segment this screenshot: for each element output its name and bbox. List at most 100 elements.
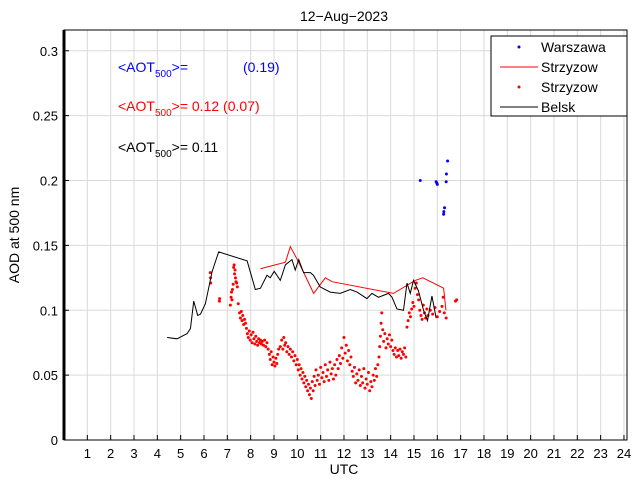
data-point	[393, 346, 397, 350]
data-point	[442, 210, 446, 214]
data-point	[385, 337, 389, 341]
x-tick-label: 13	[360, 446, 374, 461]
data-point	[264, 345, 268, 349]
aot-subscript: 500	[155, 108, 172, 119]
data-point	[270, 363, 274, 367]
series-line	[167, 251, 437, 340]
data-point	[389, 345, 393, 349]
data-point	[294, 363, 298, 367]
series-strzyzow-line	[260, 245, 447, 311]
legend-box	[490, 35, 628, 117]
data-point	[309, 396, 313, 400]
data-point	[343, 351, 347, 355]
data-point	[310, 380, 314, 384]
data-point	[235, 281, 239, 285]
data-point	[435, 315, 439, 319]
data-point	[322, 380, 326, 384]
x-axis-label: UTC	[330, 461, 359, 477]
data-point	[415, 293, 419, 297]
series-line	[260, 245, 447, 311]
data-point	[400, 350, 404, 354]
data-point	[425, 307, 429, 311]
legend-point-swatch	[517, 85, 521, 89]
aot-prefix: <AOT	[118, 98, 155, 114]
data-point	[442, 311, 446, 315]
data-point	[361, 381, 365, 385]
data-point	[239, 310, 243, 314]
data-point	[277, 347, 281, 351]
data-point	[384, 346, 388, 350]
data-point	[413, 286, 417, 290]
data-marks	[167, 159, 459, 400]
legend-label: Belsk	[541, 99, 576, 115]
data-point	[260, 339, 264, 343]
data-point	[369, 380, 373, 384]
data-point	[218, 297, 222, 301]
data-point	[338, 361, 342, 365]
series-belsk-line	[167, 251, 437, 340]
data-point	[238, 316, 242, 320]
x-tick-label: 4	[154, 446, 161, 461]
x-tick-label: 15	[407, 446, 421, 461]
data-point	[440, 304, 444, 308]
x-tick-label: 5	[177, 446, 184, 461]
data-point	[419, 313, 423, 317]
data-point	[300, 377, 304, 381]
data-point	[240, 319, 244, 323]
data-point	[271, 355, 275, 359]
data-point	[316, 373, 320, 377]
data-point	[352, 365, 356, 369]
data-point	[275, 361, 279, 365]
data-point	[444, 180, 448, 184]
data-point	[337, 354, 341, 358]
y-tick-label: 0.1	[40, 303, 58, 318]
y-axis-label: AOD at 500 nm	[6, 187, 22, 284]
data-point	[246, 336, 250, 339]
data-point	[284, 341, 288, 345]
data-point	[248, 338, 252, 342]
data-point	[307, 382, 311, 386]
x-tick-label: 18	[477, 446, 491, 461]
data-point	[328, 360, 332, 364]
aot-annotation: <AOT500>= 0.12 (0.07)	[118, 98, 260, 119]
data-point	[280, 338, 284, 342]
data-point	[233, 276, 237, 280]
data-point	[407, 311, 411, 315]
data-point	[269, 350, 273, 354]
x-tick-label: 1	[84, 446, 91, 461]
y-tick-label: 0.2	[40, 174, 58, 189]
data-point	[355, 372, 359, 376]
data-point	[406, 319, 410, 323]
data-point	[303, 374, 307, 378]
data-point	[366, 371, 370, 375]
data-point	[341, 356, 345, 360]
data-point	[317, 382, 321, 386]
data-point	[307, 393, 311, 397]
data-point	[330, 367, 334, 371]
legend-label: Warszawa	[541, 39, 606, 55]
data-point	[404, 355, 408, 359]
data-point	[261, 343, 265, 347]
data-point	[274, 356, 278, 360]
x-tick-label: 9	[270, 446, 277, 461]
chart-title: 12−Aug−2023	[300, 8, 388, 24]
data-point	[376, 363, 380, 367]
data-point	[344, 343, 348, 347]
data-point	[323, 363, 327, 367]
data-point	[379, 321, 383, 325]
data-point	[286, 345, 290, 349]
data-point	[420, 317, 424, 321]
data-point	[287, 352, 291, 356]
data-point	[381, 328, 385, 332]
aot-suffix: >= 0.11	[172, 139, 219, 155]
legend-label: Strzyzow	[541, 79, 599, 95]
legend-item-belsk: Belsk	[500, 99, 576, 115]
data-point	[398, 347, 402, 351]
x-tick-label: 2	[107, 446, 114, 461]
data-point	[365, 382, 369, 386]
data-point	[308, 386, 312, 390]
aot-subscript: 500	[155, 69, 172, 80]
data-point	[331, 377, 335, 381]
data-point	[358, 384, 362, 388]
